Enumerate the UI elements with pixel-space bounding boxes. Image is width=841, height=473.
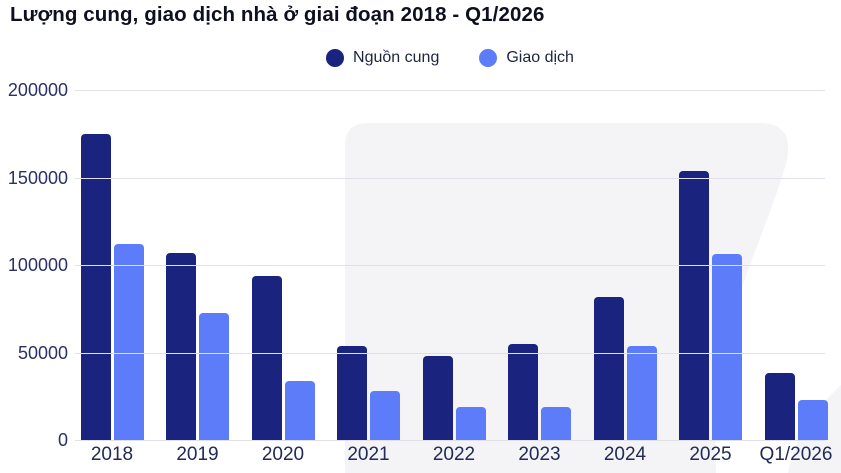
x-axis-label: 2021 <box>347 444 390 465</box>
y-axis-tick-label: 150000 <box>7 167 68 188</box>
gridline <box>75 440 825 441</box>
transactions-legend-dot-icon <box>479 49 498 67</box>
gridline <box>75 90 825 91</box>
transactions-bar-2019[interactable] <box>199 313 229 440</box>
supply-bar-2025[interactable] <box>679 170 709 440</box>
transactions-bar-Q1/2026[interactable] <box>797 399 828 440</box>
x-axis-label: 2019 <box>176 444 219 465</box>
x-axis-label: Q1/2026 <box>759 444 833 465</box>
supply-bar-2019[interactable] <box>166 252 196 440</box>
transactions-bar-2020[interactable] <box>284 380 315 440</box>
supply-bar-2023[interactable] <box>508 343 538 440</box>
y-axis-tick-label: 200000 <box>7 80 68 100</box>
gridline <box>75 177 825 179</box>
y-axis-tick-label: 0 <box>57 430 68 450</box>
y-axis-tick-label: 50000 <box>17 342 68 363</box>
legend-label-supply: Nguồn cung <box>353 49 440 66</box>
legend-item-transactions[interactable]: Giao dịch <box>479 49 574 67</box>
x-axis-label: 2025 <box>689 444 732 465</box>
gridline <box>75 265 825 266</box>
transactions-bar-2024[interactable] <box>626 345 657 440</box>
supply-bar-2018[interactable] <box>80 133 111 440</box>
supply-bar-2024[interactable] <box>593 297 624 440</box>
supply-bar-2020[interactable] <box>251 275 282 440</box>
x-axis-label: 2023 <box>518 444 561 465</box>
gridline <box>75 352 825 354</box>
transactions-bar-2025[interactable] <box>712 253 742 440</box>
legend-item-supply[interactable]: Nguồn cung <box>326 49 439 67</box>
chart-title: Lượng cung, giao dịch nhà ở giai đoạn 20… <box>10 3 545 26</box>
supply-bar-2021[interactable] <box>337 345 367 440</box>
chart-legend: Nguồn cung Giao dịch <box>75 46 825 70</box>
x-axis-label: 2024 <box>603 444 647 465</box>
transactions-bar-2023[interactable] <box>541 407 571 440</box>
transactions-bar-2022[interactable] <box>455 406 486 440</box>
transactions-bar-2018[interactable] <box>113 244 144 440</box>
supply-bar-Q1/2026[interactable] <box>764 372 795 440</box>
x-axis-label: 2020 <box>261 444 305 465</box>
x-axis-label: 2018 <box>90 444 134 465</box>
transactions-bar-2021[interactable] <box>370 391 400 440</box>
y-axis-tick-label: 100000 <box>7 255 68 275</box>
supply-bar-2022[interactable] <box>422 356 453 440</box>
x-axis-label: 2022 <box>432 444 476 465</box>
supply-legend-dot-icon <box>326 49 345 67</box>
legend-label-transactions: Giao dịch <box>506 49 574 66</box>
